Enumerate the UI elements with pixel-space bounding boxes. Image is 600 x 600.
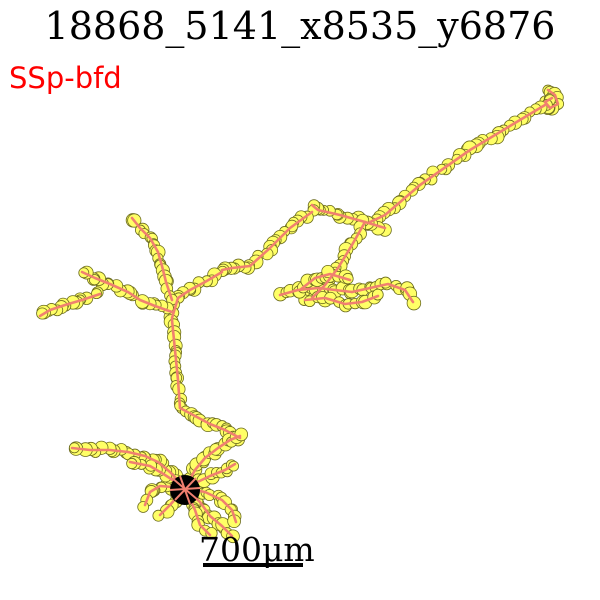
neurite-branch bbox=[80, 270, 174, 314]
branch-layer bbox=[38, 88, 560, 538]
neurite-branch bbox=[170, 270, 224, 320]
region-label: SSp-bfd bbox=[9, 61, 122, 95]
neurite-branch bbox=[220, 210, 314, 272]
node-layer bbox=[36, 84, 565, 544]
neurite-branch bbox=[543, 88, 560, 110]
neurite-branch bbox=[183, 434, 242, 490]
scale-bar bbox=[203, 563, 303, 567]
neurite-branch bbox=[310, 203, 387, 230]
neurite-branch bbox=[130, 216, 174, 302]
trace-node bbox=[205, 527, 218, 540]
trace-node bbox=[234, 427, 249, 442]
neurite-branch bbox=[178, 406, 242, 440]
neurite-branch bbox=[368, 103, 547, 224]
neurite-branch bbox=[298, 272, 352, 292]
neurite-branch bbox=[278, 286, 354, 297]
figure-title: 18868_5141_x8535_y6876 bbox=[44, 4, 556, 48]
neurite-branch bbox=[38, 292, 102, 318]
neurite-branch bbox=[170, 318, 182, 410]
neurite-branch bbox=[303, 294, 380, 306]
neurite-branch bbox=[350, 282, 415, 304]
scale-bar-label: 700μm bbox=[199, 530, 315, 569]
soma-branch-lines bbox=[169, 475, 201, 505]
neurite-branch bbox=[70, 446, 187, 490]
soma-branch-line bbox=[169, 487, 201, 491]
